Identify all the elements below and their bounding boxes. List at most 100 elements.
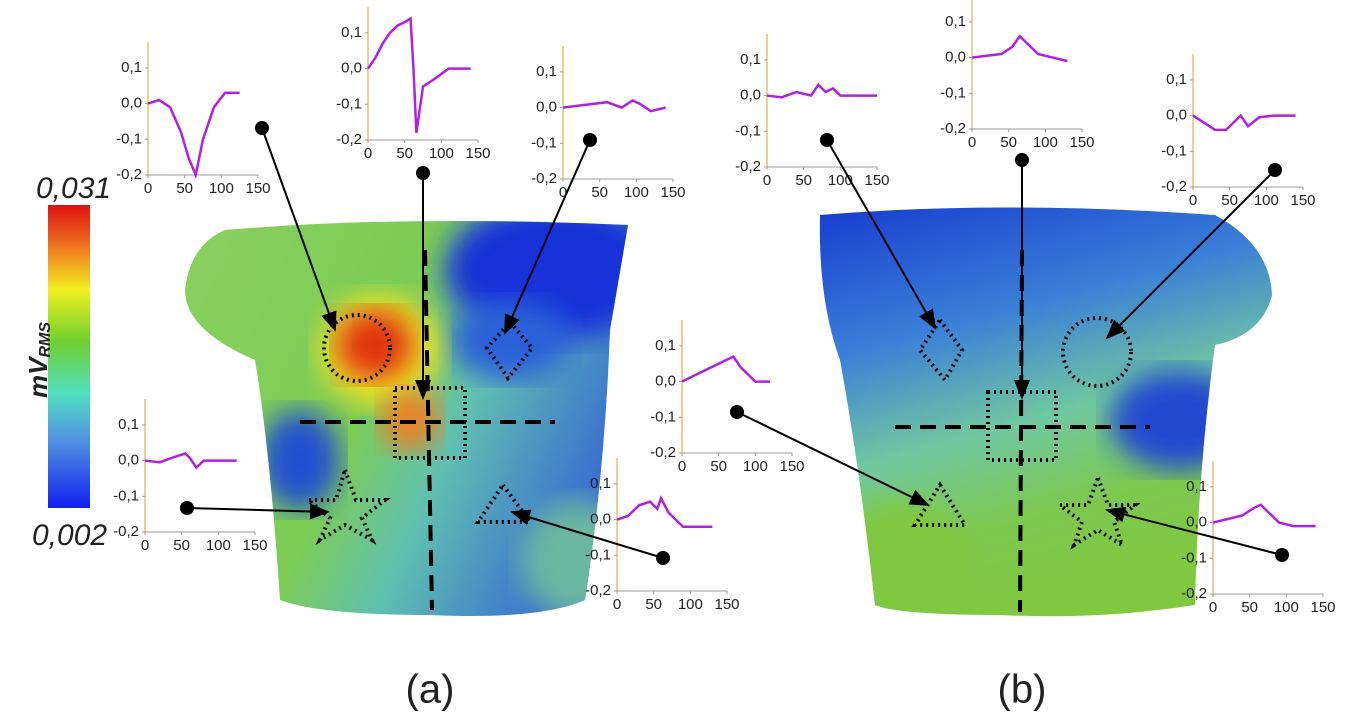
- x-tick-label: 150: [1310, 599, 1335, 616]
- panel-label: (a): [406, 668, 455, 712]
- x-tick-label: 150: [864, 172, 889, 189]
- pointer-arrow: [1105, 169, 1276, 340]
- inset-chart: 0,1 0,0 -0,1 -0,20 50 100 150: [113, 399, 268, 554]
- y-tick-label: 0,1: [118, 416, 139, 433]
- x-tick-label: 100: [678, 596, 703, 613]
- y-tick-label: -0,1: [735, 122, 761, 139]
- y-tick-label: 0,1: [536, 63, 557, 80]
- x-tick-label: 0: [559, 184, 567, 201]
- pointer-arrow: [504, 139, 591, 335]
- x-tick-label: 50: [173, 537, 190, 554]
- unit-sub: RMS: [37, 322, 54, 358]
- y-tick-label: -0,2: [336, 131, 362, 148]
- y-tick-label: -0,1: [1181, 549, 1207, 566]
- y-tick-label: -0,2: [735, 158, 761, 175]
- x-tick-label: 100: [1254, 192, 1279, 209]
- x-tick-label: 100: [828, 172, 853, 189]
- y-tick-label: 0,1: [341, 24, 362, 41]
- y-tick-label: 0,0: [1166, 107, 1187, 124]
- waveform: [616, 494, 713, 528]
- pointer-dot: [1015, 153, 1029, 167]
- pointer-dot: [416, 166, 430, 180]
- markers: [300, 249, 1150, 613]
- y-tick-label: -0,1: [113, 487, 139, 504]
- colorbar: [48, 205, 90, 508]
- y-tick-label: -0,2: [531, 170, 557, 187]
- colorbar-min: 0,002: [32, 519, 107, 552]
- y-tick-label: 0,0: [121, 95, 142, 112]
- x-tick-label: 50: [645, 596, 662, 613]
- x-tick-label: 150: [714, 596, 739, 613]
- x-tick-label: 50: [1241, 599, 1258, 616]
- x-tick-label: 100: [1033, 134, 1058, 151]
- pointer-dot: [255, 121, 269, 135]
- y-tick-label: 0,0: [740, 87, 761, 104]
- x-tick-label: 0: [613, 596, 621, 613]
- waveform: [1212, 503, 1316, 528]
- y-tick-label: 0,0: [590, 511, 611, 528]
- waveform: [971, 34, 1068, 63]
- pointer-arrow: [510, 509, 664, 559]
- x-tick-label: 50: [710, 458, 727, 475]
- pointer-arrow: [186, 503, 330, 520]
- y-tick-label: -0,2: [1161, 178, 1187, 195]
- x-tick-label: 0: [1189, 192, 1197, 209]
- waveform: [681, 354, 770, 383]
- y-tick-label: -0,1: [1161, 142, 1187, 159]
- x-tick-label: 100: [1274, 599, 1299, 616]
- y-tick-label: 0,1: [740, 51, 761, 68]
- y-tick-label: -0,1: [650, 408, 676, 425]
- x-tick-label: 50: [591, 184, 608, 201]
- torso-b: [819, 207, 1272, 617]
- inset-chart: 0,1 0,0 -0,1 -0,20 50 100 150: [735, 34, 890, 189]
- y-tick-label: -0,2: [1181, 585, 1207, 602]
- x-tick-label: 150: [465, 145, 490, 162]
- pointer-arrow: [261, 127, 337, 332]
- waveform: [766, 82, 877, 99]
- y-tick-label: -0,2: [650, 444, 676, 461]
- y-tick-label: 0,1: [1186, 478, 1207, 495]
- y-tick-label: 0,0: [536, 99, 557, 116]
- y-tick-label: 0,0: [655, 373, 676, 390]
- pointer-dot: [180, 501, 194, 515]
- colorbar-max: 0,031: [36, 172, 111, 205]
- inset-chart: 0,1 0,0 -0,1 -0,20 50 100 150: [1181, 461, 1336, 616]
- y-tick-label: -0,1: [940, 84, 966, 101]
- x-tick-label: 0: [678, 458, 686, 475]
- x-tick-label: 150: [245, 180, 270, 197]
- y-tick-label: 0,1: [121, 59, 142, 76]
- inset-chart: 0,1 0,0 -0,1 -0,20 50 100 150: [940, 0, 1095, 151]
- y-tick-label: -0,2: [940, 120, 966, 137]
- x-tick-label: 50: [176, 180, 193, 197]
- x-tick-label: 0: [144, 180, 152, 197]
- pointer-dot: [1268, 163, 1282, 177]
- pointer-dot: [820, 133, 834, 147]
- inset-chart: 0,1 0,0 -0,1 -0,20 50 100 150: [531, 46, 686, 201]
- inset-chart: 0,1 0,0 -0,1 -0,20 50 100 150: [1161, 54, 1316, 209]
- pointer-dot: [1275, 548, 1289, 562]
- y-tick-label: 0,0: [1186, 514, 1207, 531]
- x-tick-label: 150: [1069, 134, 1094, 151]
- x-tick-label: 150: [660, 184, 685, 201]
- pointer-dot: [730, 405, 744, 419]
- y-tick-label: -0,1: [531, 134, 557, 151]
- x-tick-label: 100: [206, 537, 231, 554]
- torso-a: [185, 221, 628, 616]
- y-tick-label: 0,1: [1166, 71, 1187, 88]
- waveform: [366, 16, 471, 134]
- waveform: [147, 91, 240, 180]
- y-tick-label: 0,1: [655, 337, 676, 354]
- unit: mV: [23, 355, 53, 398]
- x-tick-label: 0: [364, 145, 372, 162]
- y-tick-label: -0,2: [585, 582, 611, 599]
- y-tick-label: 0,1: [590, 475, 611, 492]
- x-tick-label: 100: [743, 458, 768, 475]
- inset-chart: 0,1 0,0 -0,1 -0,20 50 100 150: [650, 320, 805, 475]
- x-tick-label: 50: [795, 172, 812, 189]
- y-tick-label: 0,0: [945, 49, 966, 66]
- x-tick-label: 0: [141, 537, 149, 554]
- pointer-dot: [656, 551, 670, 565]
- x-tick-label: 0: [1209, 599, 1217, 616]
- x-tick-label: 100: [209, 180, 234, 197]
